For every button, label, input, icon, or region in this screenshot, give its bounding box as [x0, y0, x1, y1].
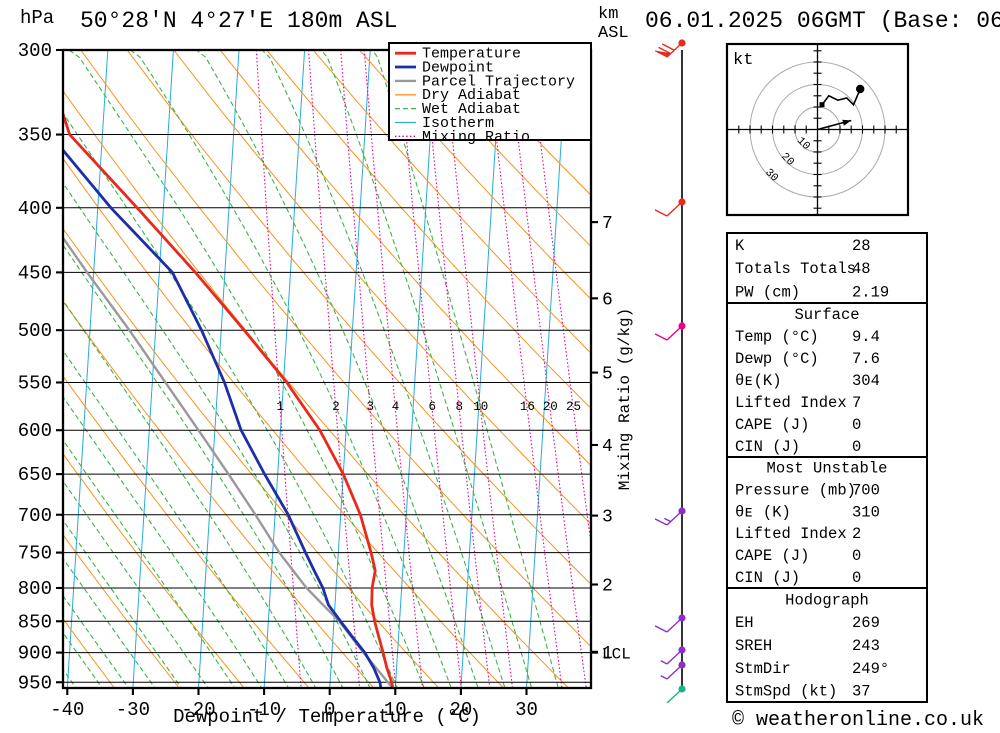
svg-text:SREH: SREH	[735, 637, 772, 655]
svg-text:Mixing Ratio: Mixing Ratio	[422, 129, 530, 146]
svg-text:50°28'N 4°27'E 180m ASL: 50°28'N 4°27'E 180m ASL	[80, 8, 397, 34]
svg-text:Hodograph: Hodograph	[785, 591, 869, 609]
svg-text:28: 28	[852, 237, 871, 255]
svg-text:4: 4	[392, 400, 400, 414]
svg-text:700: 700	[18, 505, 52, 527]
svg-text:249°: 249°	[852, 660, 889, 678]
svg-text:-40: -40	[50, 699, 84, 721]
svg-text:© weatheronline.co.uk: © weatheronline.co.uk	[732, 709, 984, 732]
svg-text:20: 20	[543, 400, 558, 414]
svg-text:PW (cm): PW (cm)	[735, 283, 800, 301]
svg-text:243: 243	[852, 637, 880, 655]
svg-text:8: 8	[456, 400, 464, 414]
svg-text:0: 0	[852, 569, 861, 587]
svg-text:0: 0	[852, 438, 861, 456]
svg-text:16: 16	[520, 400, 535, 414]
svg-text:06.01.2025 06GMT (Base: 06): 06.01.2025 06GMT (Base: 06)	[645, 8, 1000, 34]
svg-text:θᴇ (K): θᴇ (K)	[735, 503, 791, 521]
svg-text:Surface: Surface	[794, 306, 859, 324]
svg-text:Dewp (°C): Dewp (°C)	[735, 350, 819, 368]
svg-text:0: 0	[852, 547, 861, 565]
svg-text:25: 25	[566, 400, 581, 414]
svg-text:EH: EH	[735, 614, 754, 632]
svg-text:1: 1	[277, 400, 285, 414]
svg-text:LCL: LCL	[602, 646, 631, 664]
svg-text:2: 2	[602, 577, 613, 597]
svg-text:950: 950	[18, 672, 52, 694]
svg-text:5: 5	[602, 365, 613, 385]
svg-text:Most Unstable: Most Unstable	[767, 460, 888, 478]
svg-text:Dewpoint / Temperature (°C): Dewpoint / Temperature (°C)	[173, 706, 481, 728]
svg-text:9.4: 9.4	[852, 328, 880, 346]
svg-text:750: 750	[18, 543, 52, 565]
svg-text:350: 350	[18, 125, 52, 147]
svg-text:kt: kt	[733, 51, 753, 70]
svg-text:Mixing Ratio (g/kg): Mixing Ratio (g/kg)	[616, 308, 634, 490]
svg-text:StmSpd (kt): StmSpd (kt)	[735, 683, 837, 701]
svg-text:3: 3	[602, 508, 613, 528]
svg-text:CAPE (J): CAPE (J)	[735, 416, 809, 434]
svg-text:0: 0	[852, 416, 861, 434]
svg-text:K: K	[735, 237, 745, 255]
svg-text:CAPE (J): CAPE (J)	[735, 547, 809, 565]
svg-text:900: 900	[18, 643, 52, 665]
svg-text:600: 600	[18, 420, 52, 442]
svg-text:48: 48	[852, 260, 871, 278]
svg-text:Lifted Index: Lifted Index	[735, 394, 847, 412]
svg-text:-30: -30	[116, 699, 150, 721]
svg-text:7: 7	[852, 394, 861, 412]
svg-text:θᴇ(K): θᴇ(K)	[735, 372, 782, 390]
svg-text:450: 450	[18, 262, 52, 284]
svg-text:CIN (J): CIN (J)	[735, 569, 800, 587]
svg-text:650: 650	[18, 464, 52, 486]
svg-text:310: 310	[852, 503, 880, 521]
svg-text:269: 269	[852, 614, 880, 632]
svg-text:2.19: 2.19	[852, 283, 889, 301]
svg-text:6: 6	[429, 400, 437, 414]
svg-text:Totals Totals: Totals Totals	[735, 260, 856, 278]
svg-text:30: 30	[515, 699, 538, 721]
svg-text:500: 500	[18, 320, 52, 342]
svg-text:2: 2	[852, 525, 861, 543]
svg-text:StmDir: StmDir	[735, 660, 791, 678]
svg-text:304: 304	[852, 372, 880, 390]
svg-text:700: 700	[852, 482, 880, 500]
svg-text:4: 4	[602, 437, 613, 457]
svg-text:7.6: 7.6	[852, 350, 880, 368]
svg-text:7: 7	[602, 214, 613, 234]
svg-text:800: 800	[18, 578, 52, 600]
svg-text:km: km	[598, 5, 618, 24]
svg-text:400: 400	[18, 198, 52, 220]
svg-text:10: 10	[473, 400, 488, 414]
svg-text:6: 6	[602, 290, 613, 310]
svg-text:2: 2	[332, 400, 340, 414]
svg-text:850: 850	[18, 611, 52, 633]
svg-text:CIN (J): CIN (J)	[735, 438, 800, 456]
svg-text:Pressure (mb): Pressure (mb)	[735, 482, 856, 500]
svg-text:300: 300	[18, 40, 52, 62]
svg-text:37: 37	[852, 683, 871, 701]
svg-text:550: 550	[18, 372, 52, 394]
svg-text:ASL: ASL	[598, 24, 629, 43]
svg-text:Temp (°C): Temp (°C)	[735, 328, 819, 346]
svg-text:3: 3	[367, 400, 375, 414]
svg-text:hPa: hPa	[20, 7, 54, 29]
svg-text:Lifted Index: Lifted Index	[735, 525, 847, 543]
